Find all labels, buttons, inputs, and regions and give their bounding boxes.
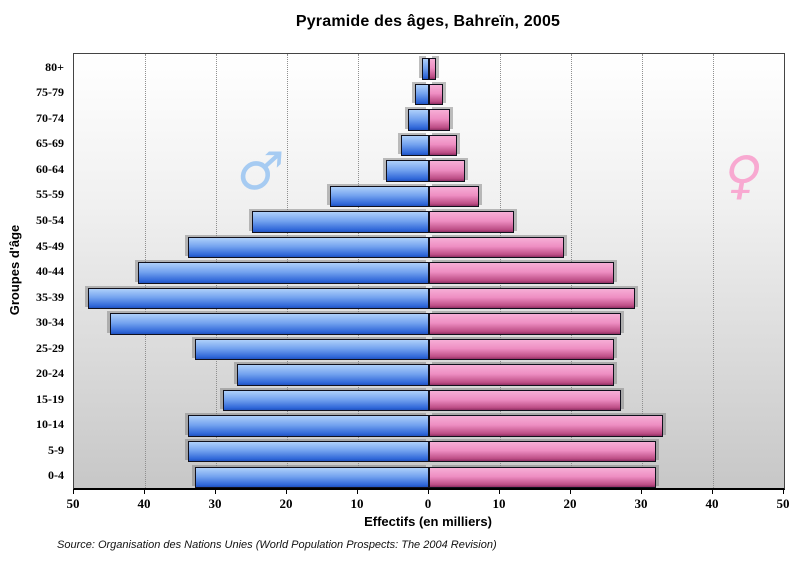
- x-tick-6: [499, 489, 500, 494]
- age-label-5-9: 5-9: [48, 442, 64, 457]
- bar-hommes-5-9: [187, 440, 429, 463]
- bar-femmes-15-19: [429, 389, 621, 412]
- x-tick-5: [428, 489, 429, 494]
- x-tick-2: [215, 489, 216, 494]
- bar-hommes-30-34: [109, 313, 429, 335]
- x-tick-label-8: 30: [634, 496, 648, 511]
- age-label-60-64: 60-64: [36, 161, 64, 176]
- x-tick-label-7: 20: [563, 496, 577, 511]
- gridline-30: [642, 54, 643, 488]
- x-tick-7: [570, 489, 571, 494]
- age-label-65-69: 65-69: [36, 136, 64, 151]
- bar-hommes-80+: [421, 58, 429, 80]
- male-symbol-icon: ♂: [234, 142, 286, 202]
- source-note: Source: Organisation des Nations Unies (…: [57, 539, 497, 551]
- x-tick-label-10: 50: [776, 496, 790, 511]
- bar-hommes-20-24: [237, 364, 429, 386]
- bar-femmes-10-14: [429, 415, 664, 437]
- gridline-40: [713, 54, 714, 488]
- age-label-10-14: 10-14: [36, 417, 64, 432]
- age-label-45-49: 45-49: [36, 238, 64, 253]
- bar-femmes-0-4: [429, 466, 657, 488]
- x-tick-label-9: 40: [705, 496, 719, 511]
- age-label-55-59: 55-59: [36, 187, 64, 202]
- x-tick-4: [357, 489, 358, 494]
- age-label-40-44: 40-44: [36, 264, 64, 278]
- bar-hommes-35-39: [88, 287, 429, 310]
- bar-femmes-65-69: [429, 134, 458, 157]
- x-tick-3: [286, 489, 287, 494]
- age-label-50-54: 50-54: [36, 212, 64, 227]
- bar-femmes-25-29: [429, 338, 614, 361]
- x-tick-label-4: 10: [350, 496, 364, 511]
- bar-femmes-55-59: [429, 185, 479, 208]
- x-tick-10: [783, 489, 784, 494]
- bar-hommes-10-14: [187, 415, 429, 437]
- x-tick-label-2: 30: [208, 496, 222, 511]
- bar-hommes-25-29: [194, 338, 429, 361]
- chart-title: Pyramide des âges, Bahreïn, 2005: [295, 13, 561, 30]
- x-tick-label-5: 0: [424, 496, 432, 511]
- bar-femmes-80+: [429, 58, 437, 80]
- bar-hommes-55-59: [329, 185, 429, 208]
- bar-hommes-50-54: [251, 211, 429, 233]
- female-symbol-icon: ♀: [718, 146, 768, 206]
- x-tick-8: [641, 489, 642, 494]
- age-label-80+: 80+: [45, 59, 64, 74]
- x-tick-label-1: 40: [137, 496, 151, 511]
- bar-femmes-50-54: [429, 211, 515, 233]
- bar-femmes-35-39: [429, 287, 635, 310]
- bar-femmes-40-44: [429, 262, 614, 284]
- bar-femmes-20-24: [429, 364, 614, 386]
- plot-area: ♂ ♀: [73, 53, 785, 490]
- bar-hommes-70-74: [407, 109, 429, 131]
- age-label-30-34: 30-34: [36, 315, 64, 330]
- bar-hommes-45-49: [187, 236, 429, 259]
- age-label-25-29: 25-29: [36, 340, 64, 355]
- x-tick-1: [144, 489, 145, 494]
- bar-hommes-60-64: [386, 160, 429, 182]
- bar-femmes-70-74: [429, 109, 451, 131]
- x-tick-label-6: 10: [492, 496, 506, 511]
- x-tick-9: [712, 489, 713, 494]
- x-axis-title: Effectifs (en milliers): [364, 514, 492, 529]
- age-label-70-74: 70-74: [36, 110, 64, 125]
- bar-femmes-30-34: [429, 313, 621, 335]
- bar-femmes-5-9: [429, 440, 657, 463]
- age-label-75-79: 75-79: [36, 85, 64, 100]
- bar-femmes-75-79: [429, 83, 444, 105]
- bar-hommes-0-4: [194, 466, 429, 488]
- bar-femmes-45-49: [429, 236, 564, 259]
- age-label-20-24: 20-24: [36, 366, 64, 381]
- x-tick-0: [73, 489, 74, 494]
- age-label-15-19: 15-19: [36, 391, 64, 406]
- age-label-0-4: 0-4: [48, 468, 64, 483]
- x-tick-label-3: 20: [279, 496, 293, 511]
- bar-hommes-40-44: [137, 262, 429, 284]
- bar-hommes-15-19: [223, 389, 429, 412]
- age-label-35-39: 35-39: [36, 289, 64, 304]
- bar-hommes-75-79: [414, 83, 429, 105]
- bar-hommes-65-69: [400, 134, 429, 157]
- bar-femmes-60-64: [429, 160, 465, 182]
- x-tick-label-0: 50: [66, 496, 80, 511]
